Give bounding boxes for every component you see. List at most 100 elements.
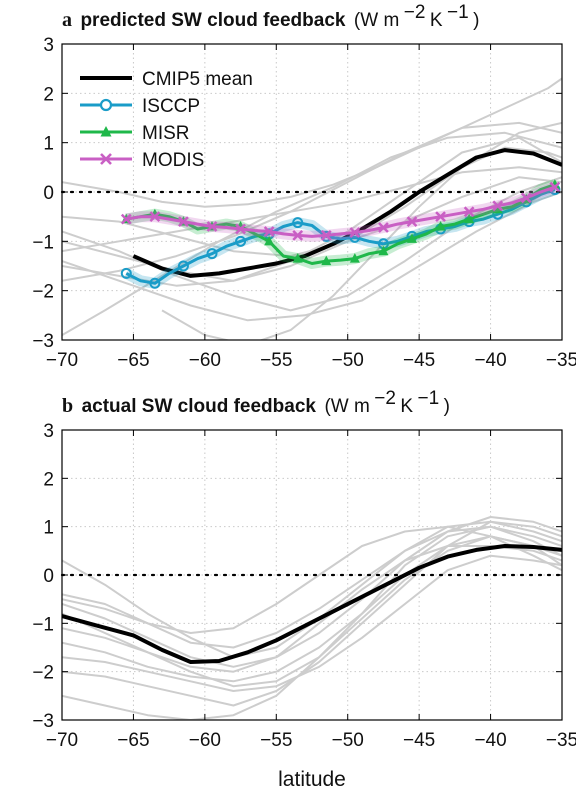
data-point	[378, 245, 389, 256]
legend-item: MODIS	[80, 150, 204, 171]
x-tick-label: −65	[117, 350, 149, 371]
data-point	[120, 267, 132, 279]
data-point	[149, 277, 161, 289]
data-point	[264, 235, 275, 246]
data-point	[463, 206, 475, 218]
panel-b-ticks: −70 −65 −60 −55 −50 −45 −40 −35 −3 −2 −1 0 1 2 3	[32, 421, 576, 751]
panel-a-ticks: −70 −65 −60 −55 −50 −45 −40 −35 −3 −2 −1 0 1 2 3	[32, 35, 576, 371]
legend-label: MISR	[142, 123, 190, 144]
legend-item: CMIP5 mean	[80, 69, 253, 90]
panel-b: b actual SW cloud feedback (W m −2 K −1 …	[32, 388, 576, 751]
data-point	[206, 248, 218, 260]
data-point	[378, 222, 389, 233]
model-line	[62, 525, 562, 634]
data-point	[520, 192, 532, 204]
data-point	[178, 216, 189, 227]
x-axis-label: latitude	[278, 768, 346, 791]
data-point	[292, 253, 303, 263]
legend-marker	[100, 126, 112, 137]
panel-a-title-main: predicted SW cloud feedback	[80, 10, 345, 31]
panel-a-series	[120, 148, 562, 289]
data-point	[435, 221, 446, 231]
data-point	[549, 181, 561, 193]
data-point	[235, 235, 247, 247]
x-tick-label: −55	[260, 350, 292, 371]
legend-item: MISR	[80, 123, 190, 144]
y-tick-label: −2	[32, 282, 54, 303]
legend-label: CMIP5 mean	[142, 69, 253, 90]
x-tick-label: −35	[546, 730, 576, 751]
y-tick-label: 0	[43, 566, 54, 587]
legend-marker	[99, 98, 113, 112]
data-point	[177, 260, 189, 272]
x-tick-label: −65	[117, 730, 149, 751]
model-line	[62, 516, 562, 668]
data-point	[349, 227, 361, 238]
y-tick-label: −3	[32, 711, 54, 732]
data-point	[120, 213, 132, 225]
y-tick-label: −3	[32, 331, 54, 352]
series-line	[126, 185, 556, 238]
legend-item: ISCCP	[80, 96, 200, 117]
panel-a-letter: a	[62, 9, 72, 31]
y-tick-label: 0	[43, 183, 54, 204]
model-line	[62, 131, 562, 336]
x-tick-label: −70	[46, 730, 78, 751]
model-line	[62, 77, 562, 208]
model-line	[62, 191, 562, 322]
panel-b-model-lines	[62, 516, 562, 720]
legend-label: ISCCP	[142, 96, 200, 117]
panel-a-title: a predicted SW cloud feedback (W m −2 K …	[62, 2, 479, 31]
model-line	[62, 535, 562, 683]
data-point	[321, 255, 332, 266]
data-point	[292, 230, 304, 241]
x-tick-label: −50	[332, 730, 364, 751]
x-tick-label: −40	[474, 350, 506, 371]
data-point	[492, 203, 503, 214]
x-tick-label: −45	[403, 730, 435, 751]
x-tick-label: −45	[403, 350, 435, 371]
data-point	[206, 221, 218, 232]
data-point	[407, 233, 417, 243]
panel-a: a predicted SW cloud feedback (W m −2 K …	[32, 2, 576, 371]
data-point	[464, 213, 475, 224]
x-tick-label: −60	[189, 730, 221, 751]
y-tick-label: 2	[43, 84, 54, 105]
data-point	[492, 200, 504, 212]
data-point	[263, 226, 275, 237]
panel-b-title-main: actual SW cloud feedback	[82, 396, 317, 417]
x-tick-label: −55	[260, 730, 292, 751]
series-line	[62, 544, 562, 664]
legend-marker	[100, 153, 112, 165]
x-tick-label: −50	[332, 350, 364, 371]
x-tick-label: −35	[546, 350, 576, 371]
panel-b-series	[62, 544, 562, 664]
model-line	[62, 545, 562, 673]
data-point	[349, 253, 360, 263]
model-line	[62, 166, 562, 253]
model-line	[62, 554, 562, 692]
data-point	[406, 216, 418, 227]
y-tick-label: −2	[32, 663, 54, 684]
panel-a-legend: CMIP5 mean ISCCP MISR MODIS	[80, 69, 253, 171]
x-tick-label: −60	[189, 350, 221, 371]
data-point	[320, 230, 332, 241]
y-tick-label: 1	[43, 134, 54, 155]
data-point	[149, 211, 161, 223]
legend-label: MODIS	[142, 150, 204, 171]
series-line	[125, 188, 556, 285]
y-tick-label: 1	[43, 518, 54, 539]
data-point	[292, 217, 304, 229]
series-line	[132, 148, 562, 278]
panel-b-title: b actual SW cloud feedback (W m −2 K −1 …	[62, 388, 450, 417]
x-tick-label: −70	[46, 350, 78, 371]
series-line	[126, 183, 556, 265]
y-tick-label: −1	[32, 232, 54, 253]
y-tick-label: 2	[43, 469, 54, 490]
x-tick-label: −40	[474, 730, 506, 751]
data-point	[435, 211, 446, 223]
y-tick-label: 3	[43, 421, 54, 442]
y-tick-label: −1	[32, 614, 54, 635]
data-point	[235, 223, 246, 235]
